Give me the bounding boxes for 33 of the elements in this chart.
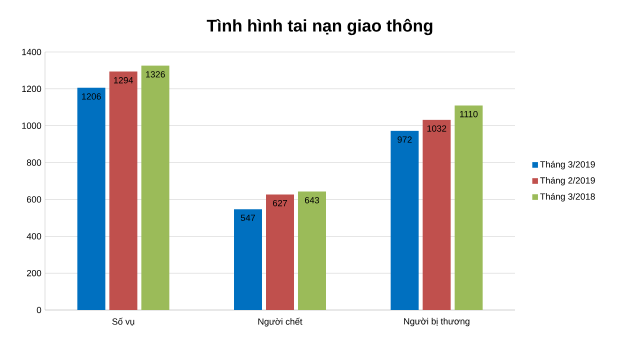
bar [77,88,106,310]
y-tick-label: 1400 [22,48,42,56]
bar [109,72,138,310]
data-label: 627 [272,200,288,206]
bar [454,105,483,310]
data-label: 972 [398,136,412,143]
legend-label: Tháng 3/2018 [540,193,595,202]
data-label: 1326 [146,71,165,78]
data-label: 1294 [114,77,134,84]
data-label: 643 [304,197,320,204]
x-tick-label: Số vụ [112,318,134,326]
bar [390,130,419,310]
y-tick-label: 1200 [22,86,42,92]
x-tick-label: Người bị thương [404,318,470,326]
bar [298,192,326,310]
y-tick-label: 600 [26,196,42,203]
data-label: 1032 [427,125,446,132]
data-label: 1110 [460,110,478,118]
y-tick-label: 1000 [22,122,42,129]
data-label: 547 [240,214,256,221]
bar [266,194,294,310]
y-tick-label: 0 [36,306,42,314]
x-tick-label: Người chết [258,318,302,327]
bar [141,66,170,310]
chart-title: Tình hình tai nạn giao thông [206,18,432,36]
y-tick-label: 400 [26,233,42,240]
y-tick-label: 200 [26,270,42,276]
legend-label: Tháng 2/2019 [540,176,595,186]
y-tick-label: 800 [26,159,42,166]
data-label: 1206 [82,93,101,100]
bar [422,120,451,310]
legend-label: Tháng 3/2019 [540,160,595,170]
bar [234,209,262,310]
